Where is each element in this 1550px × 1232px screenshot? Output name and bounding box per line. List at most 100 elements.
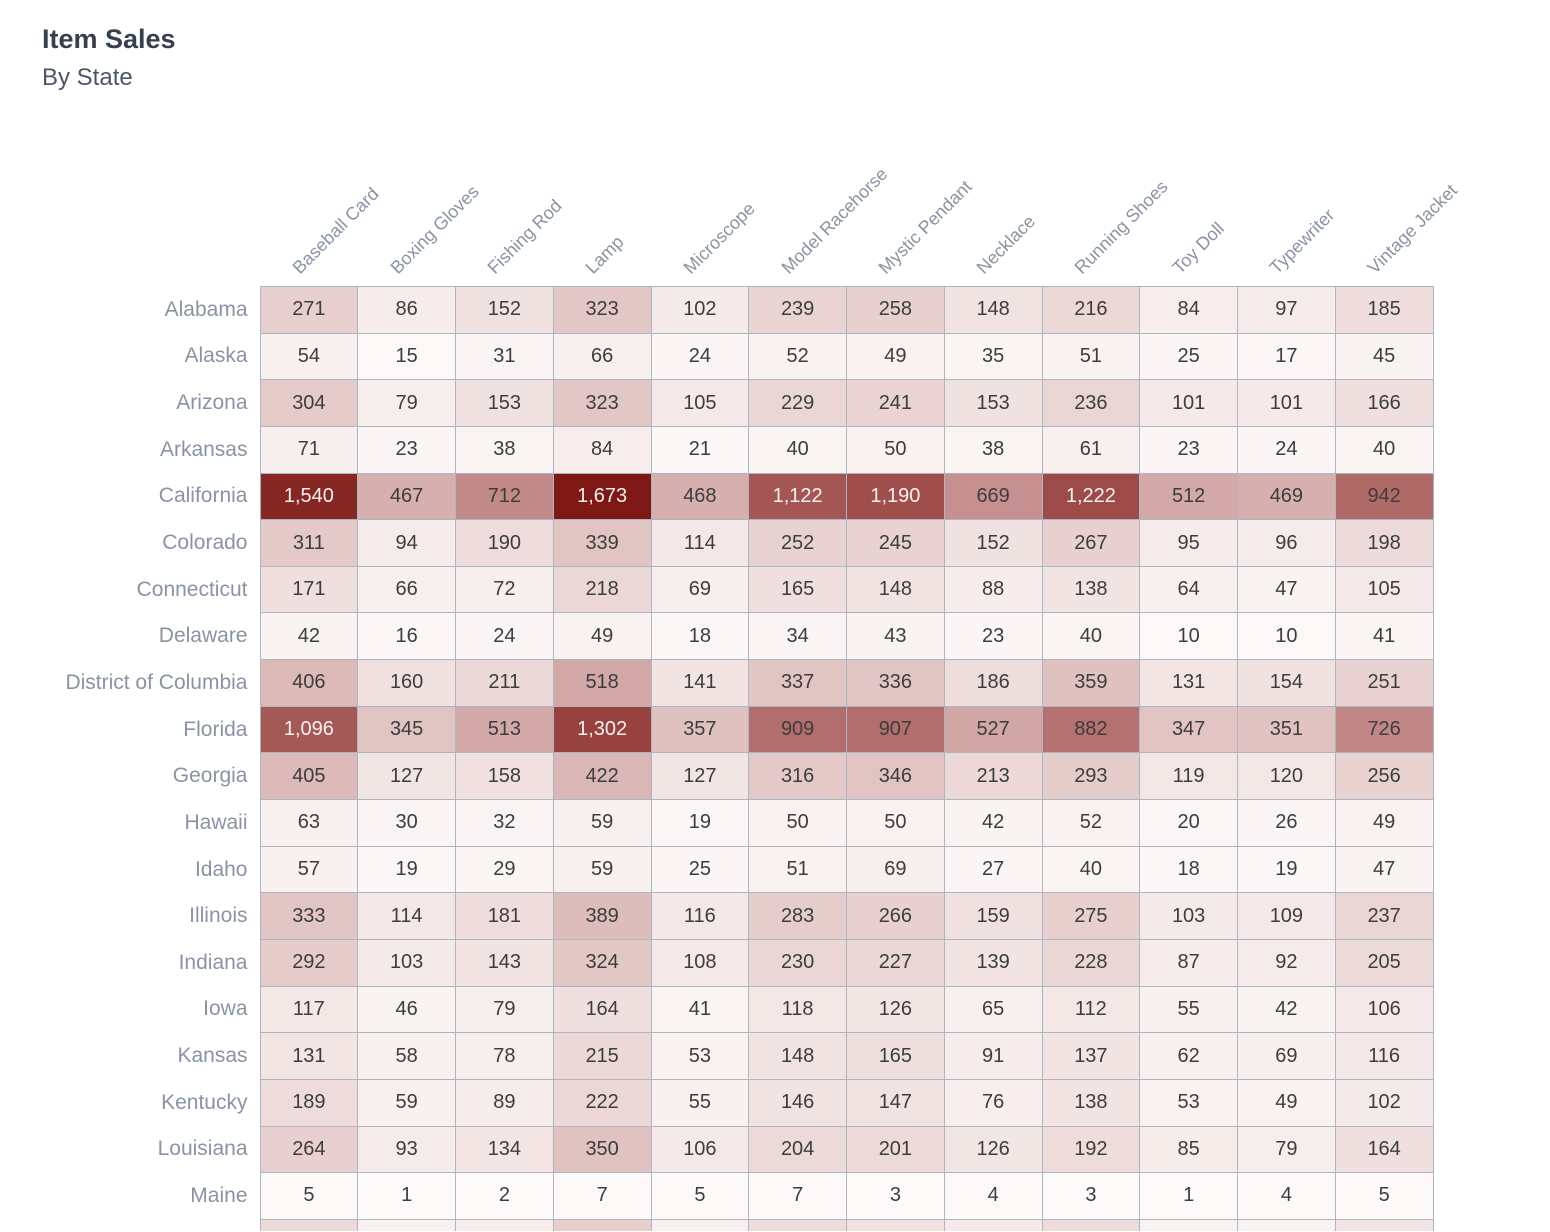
heatmap-cell[interactable]: 139 bbox=[943, 938, 1043, 987]
heatmap-cell[interactable]: 1,190 bbox=[846, 472, 945, 521]
column-header-toy-doll[interactable]: Toy Doll bbox=[1140, 130, 1238, 287]
heatmap-cell-partial[interactable] bbox=[1139, 1218, 1238, 1232]
heatmap-cell[interactable]: 18 bbox=[650, 612, 750, 661]
heatmap-cell[interactable]: 49 bbox=[552, 612, 652, 661]
heatmap-cell[interactable]: 52 bbox=[748, 332, 847, 381]
heatmap-cell[interactable]: 95 bbox=[1139, 519, 1238, 567]
heatmap-cell-partial[interactable] bbox=[748, 1218, 847, 1232]
heatmap-cell[interactable]: 116 bbox=[650, 892, 750, 940]
heatmap-cell[interactable]: 79 bbox=[1237, 1125, 1336, 1174]
heatmap-cell[interactable]: 96 bbox=[1237, 519, 1336, 567]
heatmap-cell[interactable]: 1,673 bbox=[552, 472, 652, 521]
heatmap-cell[interactable]: 7 bbox=[748, 1172, 847, 1220]
heatmap-cell[interactable]: 138 bbox=[1041, 1078, 1141, 1127]
heatmap-cell[interactable]: 20 bbox=[1139, 799, 1238, 847]
heatmap-cell[interactable]: 186 bbox=[943, 659, 1043, 707]
heatmap-cell-partial[interactable] bbox=[1237, 1218, 1336, 1232]
heatmap-cell[interactable]: 345 bbox=[357, 705, 456, 754]
heatmap-cell[interactable]: 116 bbox=[1334, 1032, 1434, 1080]
heatmap-cell[interactable]: 50 bbox=[846, 425, 945, 474]
row-label-illinois[interactable]: Illinois bbox=[40, 892, 260, 940]
heatmap-cell[interactable]: 126 bbox=[943, 1125, 1043, 1174]
heatmap-cell[interactable]: 38 bbox=[455, 425, 554, 474]
heatmap-cell-partial[interactable] bbox=[650, 1218, 750, 1232]
heatmap-cell[interactable]: 323 bbox=[552, 286, 652, 334]
column-header-typewriter[interactable]: Typewriter bbox=[1238, 130, 1339, 287]
heatmap-cell[interactable]: 23 bbox=[1139, 425, 1238, 474]
heatmap-cell[interactable]: 63 bbox=[259, 799, 359, 847]
heatmap-cell[interactable]: 143 bbox=[455, 938, 554, 987]
heatmap-cell[interactable]: 127 bbox=[650, 752, 750, 801]
heatmap-cell[interactable]: 18 bbox=[1139, 845, 1238, 894]
heatmap-cell[interactable]: 333 bbox=[259, 892, 359, 940]
heatmap-cell[interactable]: 112 bbox=[1041, 985, 1141, 1034]
heatmap-cell[interactable]: 337 bbox=[748, 659, 847, 707]
heatmap-cell[interactable]: 201 bbox=[846, 1125, 945, 1174]
heatmap-cell[interactable]: 30 bbox=[357, 799, 456, 847]
heatmap-cell[interactable]: 106 bbox=[1334, 985, 1434, 1034]
heatmap-cell[interactable]: 59 bbox=[552, 845, 652, 894]
heatmap-cell[interactable]: 5 bbox=[259, 1172, 359, 1220]
column-header-baseball-card[interactable]: Baseball Card bbox=[260, 130, 382, 287]
heatmap-cell[interactable]: 31 bbox=[455, 332, 554, 381]
heatmap-cell[interactable]: 181 bbox=[455, 892, 554, 940]
heatmap-cell[interactable]: 185 bbox=[1334, 286, 1434, 334]
heatmap-cell[interactable]: 35 bbox=[943, 332, 1043, 381]
heatmap-cell[interactable]: 942 bbox=[1334, 472, 1434, 521]
heatmap-cell[interactable]: 84 bbox=[1139, 286, 1238, 334]
heatmap-cell[interactable]: 1,096 bbox=[259, 705, 359, 754]
heatmap-cell[interactable]: 15 bbox=[357, 332, 456, 381]
heatmap-cell[interactable]: 79 bbox=[455, 985, 554, 1034]
row-label-arkansas[interactable]: Arkansas bbox=[40, 426, 260, 474]
heatmap-cell[interactable]: 258 bbox=[846, 286, 945, 334]
heatmap-cell[interactable]: 256 bbox=[1334, 752, 1434, 801]
heatmap-cell[interactable]: 126 bbox=[846, 985, 945, 1034]
heatmap-cell[interactable]: 165 bbox=[846, 1032, 945, 1080]
heatmap-cell[interactable]: 1 bbox=[357, 1172, 456, 1220]
heatmap-cell[interactable]: 43 bbox=[846, 612, 945, 661]
heatmap-cell[interactable]: 239 bbox=[748, 286, 847, 334]
heatmap-cell[interactable]: 148 bbox=[846, 565, 945, 614]
heatmap-cell[interactable]: 84 bbox=[552, 425, 652, 474]
heatmap-cell[interactable]: 55 bbox=[1139, 985, 1238, 1034]
heatmap-cell[interactable]: 29 bbox=[455, 845, 554, 894]
heatmap-cell[interactable]: 237 bbox=[1334, 892, 1434, 940]
heatmap-cell[interactable]: 159 bbox=[943, 892, 1043, 940]
heatmap-cell[interactable]: 117 bbox=[259, 985, 359, 1034]
heatmap-cell[interactable]: 55 bbox=[650, 1078, 750, 1127]
heatmap-cell[interactable]: 25 bbox=[1139, 332, 1238, 381]
heatmap-cell[interactable]: 350 bbox=[552, 1125, 652, 1174]
heatmap-cell[interactable]: 42 bbox=[1237, 985, 1336, 1034]
heatmap-cell[interactable]: 79 bbox=[357, 379, 456, 427]
row-label-alabama[interactable]: Alabama bbox=[40, 286, 260, 334]
heatmap-cell[interactable]: 118 bbox=[748, 985, 847, 1034]
heatmap-cell[interactable]: 40 bbox=[748, 425, 847, 474]
heatmap-cell[interactable]: 42 bbox=[259, 612, 359, 661]
heatmap-cell[interactable]: 114 bbox=[650, 519, 750, 567]
heatmap-cell-partial[interactable] bbox=[455, 1218, 554, 1232]
heatmap-cell[interactable]: 153 bbox=[455, 379, 554, 427]
row-label-hawaii[interactable]: Hawaii bbox=[40, 799, 260, 847]
heatmap-cell[interactable]: 152 bbox=[943, 519, 1043, 567]
heatmap-cell[interactable]: 69 bbox=[846, 845, 945, 894]
row-label-louisiana[interactable]: Louisiana bbox=[40, 1126, 260, 1173]
heatmap-cell[interactable]: 324 bbox=[552, 938, 652, 987]
heatmap-cell[interactable]: 189 bbox=[259, 1078, 359, 1127]
heatmap-cell[interactable]: 216 bbox=[1041, 286, 1141, 334]
heatmap-cell[interactable]: 359 bbox=[1041, 659, 1141, 707]
heatmap-cell[interactable]: 3 bbox=[1041, 1172, 1141, 1220]
heatmap-cell[interactable]: 27 bbox=[943, 845, 1043, 894]
heatmap-cell[interactable]: 106 bbox=[650, 1125, 750, 1174]
heatmap-cell[interactable]: 23 bbox=[943, 612, 1043, 661]
heatmap-cell[interactable]: 131 bbox=[1139, 659, 1238, 707]
heatmap-cell[interactable]: 53 bbox=[1139, 1078, 1238, 1127]
heatmap-cell[interactable]: 336 bbox=[846, 659, 945, 707]
heatmap-cell[interactable]: 40 bbox=[1041, 845, 1141, 894]
heatmap-cell[interactable]: 61 bbox=[1041, 425, 1141, 474]
row-label-colorado[interactable]: Colorado bbox=[40, 519, 260, 567]
heatmap-cell[interactable]: 50 bbox=[846, 799, 945, 847]
heatmap-cell[interactable]: 283 bbox=[748, 892, 847, 940]
heatmap-cell[interactable]: 469 bbox=[1237, 472, 1336, 521]
heatmap-cell[interactable]: 57 bbox=[259, 845, 359, 894]
heatmap-cell[interactable]: 93 bbox=[357, 1125, 456, 1174]
